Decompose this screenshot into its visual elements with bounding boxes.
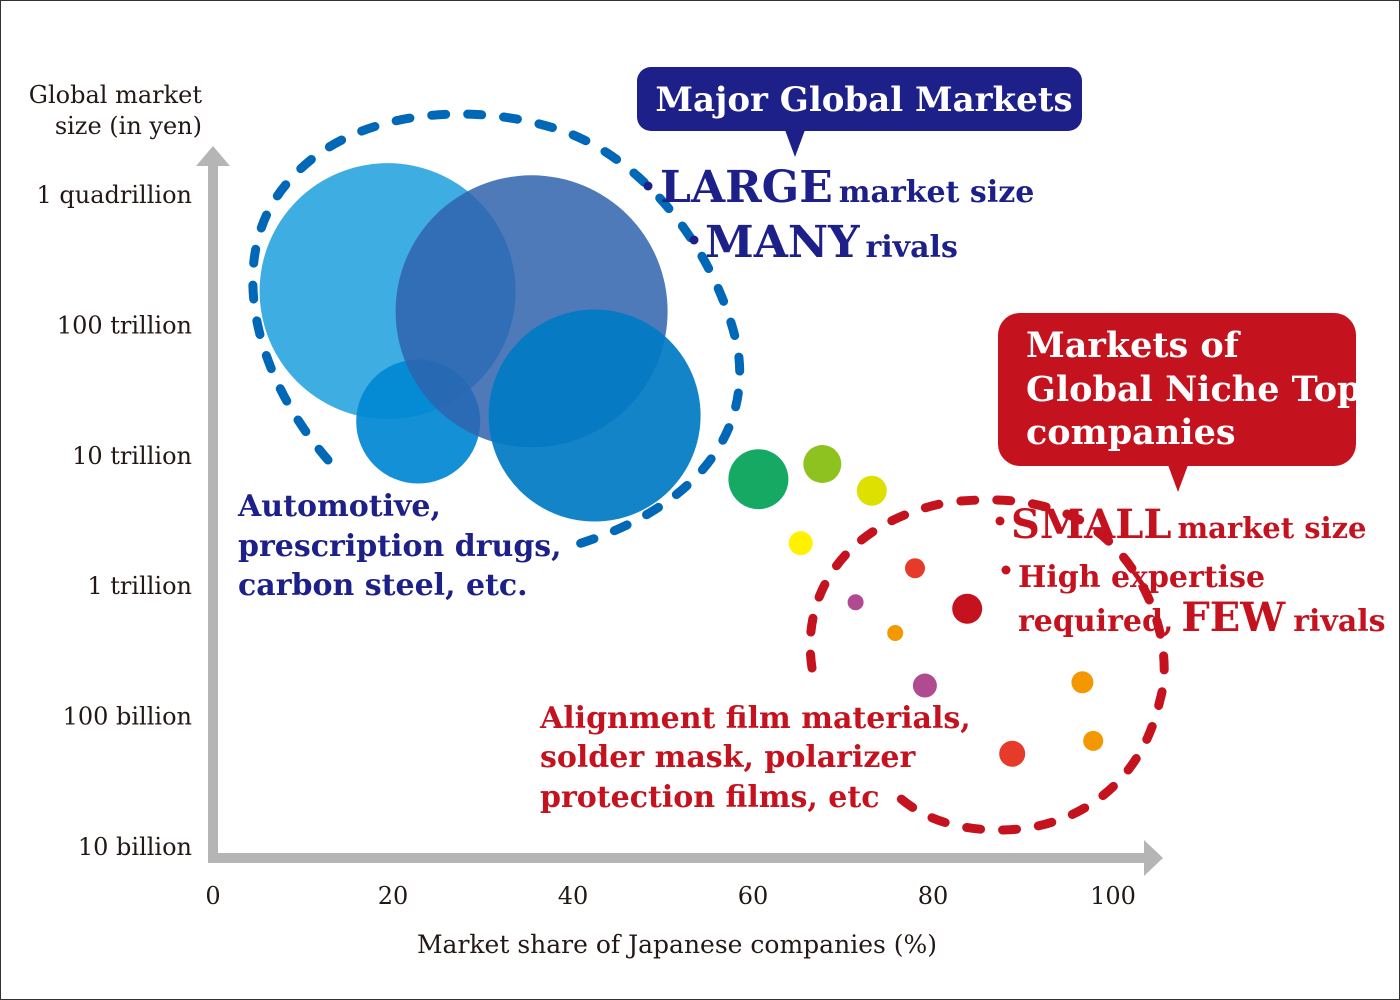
y-axis xyxy=(196,146,230,862)
x-tick-label: 0 xyxy=(205,882,220,910)
bubble xyxy=(887,624,904,641)
y-tick-label: 10 trillion xyxy=(72,442,192,470)
svg-text:High expertise: High expertise xyxy=(1018,560,1265,595)
x-axis-arrow-icon xyxy=(1144,840,1163,876)
svg-text:companies: companies xyxy=(1026,412,1236,453)
x-tick-label: 100 xyxy=(1090,882,1136,910)
svg-text:Markets of: Markets of xyxy=(1026,325,1241,366)
svg-text:Major Global Markets: Major Global Markets xyxy=(655,80,1072,120)
major-bullet-large: LARGE market size xyxy=(643,162,1034,213)
y-tick-label: 1 trillion xyxy=(87,572,192,600)
bubble xyxy=(488,309,701,522)
svg-text:solder mask, polarizer: solder mask, polarizer xyxy=(540,740,917,775)
x-tick-label: 20 xyxy=(378,882,409,910)
x-tick-label: 80 xyxy=(918,882,949,910)
bubble xyxy=(952,593,983,624)
x-axis-label: Market share of Japanese companies (%) xyxy=(417,930,937,959)
niche-examples-text: Alignment film materials, solder mask, p… xyxy=(539,701,971,815)
bubble xyxy=(1083,730,1104,751)
svg-text:Global Niche Top: Global Niche Top xyxy=(1026,369,1362,410)
bubble xyxy=(856,475,887,506)
y-axis-label-line2: size (in yen) xyxy=(55,112,202,140)
niche-bullet-small: SMALL market size xyxy=(995,501,1367,548)
bubble xyxy=(847,594,864,611)
x-axis xyxy=(208,840,1163,876)
svg-text:protection films, etc: protection films, etc xyxy=(540,780,879,815)
y-tick-label: 100 billion xyxy=(63,703,192,731)
x-tick-label: 60 xyxy=(738,882,769,910)
major-markets-dashed-outline xyxy=(248,109,745,553)
niche-markets-dashed-outline xyxy=(805,495,1169,835)
y-tick-label: 1 quadrillion xyxy=(37,181,192,209)
major-bullet-many: MANY rivals xyxy=(689,217,958,268)
major-examples-text: Automotive, prescription drugs, carbon s… xyxy=(237,489,562,603)
bubble xyxy=(1071,671,1094,694)
bubble xyxy=(905,558,925,579)
niche-bullet-expertise: High expertise required, FEW rivals xyxy=(1001,560,1386,641)
bubble xyxy=(788,531,813,556)
svg-text:Alignment film materials,: Alignment film materials, xyxy=(539,701,971,736)
major-global-markets-callout: Major Global Markets xyxy=(637,67,1082,157)
y-tick-label: 100 trillion xyxy=(57,311,192,339)
y-tick-label: 10 billion xyxy=(78,833,192,861)
svg-text:Automotive,: Automotive, xyxy=(237,489,441,524)
x-tick-label: 40 xyxy=(558,882,589,910)
bubble xyxy=(912,673,937,698)
bubble xyxy=(803,445,842,484)
y-axis-arrow-icon xyxy=(196,146,230,166)
niche-markets-callout: Markets of Global Niche Top companies xyxy=(998,313,1362,492)
bubble xyxy=(728,449,789,510)
bubble xyxy=(999,740,1026,767)
svg-text:prescription drugs,: prescription drugs, xyxy=(238,529,562,564)
y-axis-label-line1: Global market xyxy=(29,81,203,109)
svg-text:carbon steel, etc.: carbon steel, etc. xyxy=(238,568,528,603)
